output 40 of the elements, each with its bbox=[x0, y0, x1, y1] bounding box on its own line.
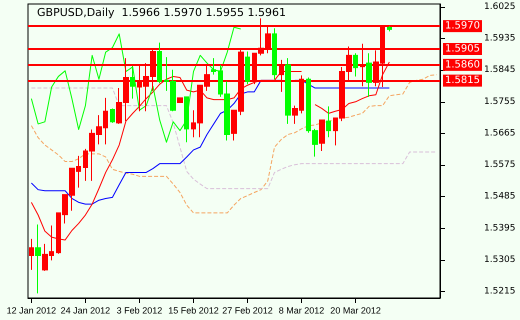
ref-line-label: 1.5970 bbox=[445, 20, 480, 32]
x-tick-label: 12 Jan 2012 bbox=[6, 306, 56, 316]
y-tick-label: 1.5575 bbox=[484, 160, 516, 170]
y-tick-label: 1.5395 bbox=[484, 223, 516, 234]
candlestick bbox=[211, 58, 216, 76]
candlestick bbox=[387, 26, 392, 32]
y-tick-label: 1.6025 bbox=[484, 2, 516, 12]
ref-line-label: 1.5860 bbox=[445, 59, 480, 70]
candlestick bbox=[110, 108, 115, 124]
y-tick-label: 1.5215 bbox=[484, 286, 516, 297]
line-series bbox=[30, 74, 438, 214]
x-tick-label: 20 Mar 2012 bbox=[330, 306, 381, 316]
candlestick bbox=[326, 106, 331, 138]
candlestick bbox=[366, 52, 372, 98]
x-tick-label: 24 Jan 2012 bbox=[60, 306, 110, 316]
chart-title: GBPUSD,Daily 1.5966 1.5970 1.5955 1.5961 bbox=[37, 6, 286, 19]
x-tick-label: 27 Feb 2012 bbox=[222, 306, 273, 316]
candlestick bbox=[319, 120, 325, 152]
candlestick bbox=[35, 224, 41, 294]
line-series bbox=[30, 88, 438, 190]
x-tick-label: 15 Feb 2012 bbox=[168, 306, 219, 316]
y-tick-label: 1.5755 bbox=[484, 96, 516, 107]
candlestick bbox=[245, 50, 250, 85]
candlestick bbox=[157, 42, 162, 84]
y-tick-label: 1.5305 bbox=[484, 255, 516, 266]
candlestick bbox=[177, 97, 183, 103]
x-tick-label: 3 Feb 2012 bbox=[116, 306, 162, 316]
candlestick bbox=[353, 52, 358, 77]
candlestick bbox=[285, 58, 291, 124]
candlestick bbox=[130, 65, 135, 100]
ref-line-label: 1.5815 bbox=[445, 75, 480, 86]
y-tick-label: 1.5935 bbox=[484, 33, 516, 44]
y-tick-label: 1.5485 bbox=[484, 192, 516, 202]
y-tick-label: 1.5845 bbox=[484, 65, 516, 76]
candlestick bbox=[29, 238, 34, 270]
ref-line-label: 1.5905 bbox=[445, 44, 480, 55]
y-tick-label: 1.5665 bbox=[484, 128, 516, 138]
x-tick-label: 8 Mar 2012 bbox=[278, 306, 324, 316]
line-series bbox=[30, 26, 242, 143]
candlestick bbox=[272, 28, 277, 80]
